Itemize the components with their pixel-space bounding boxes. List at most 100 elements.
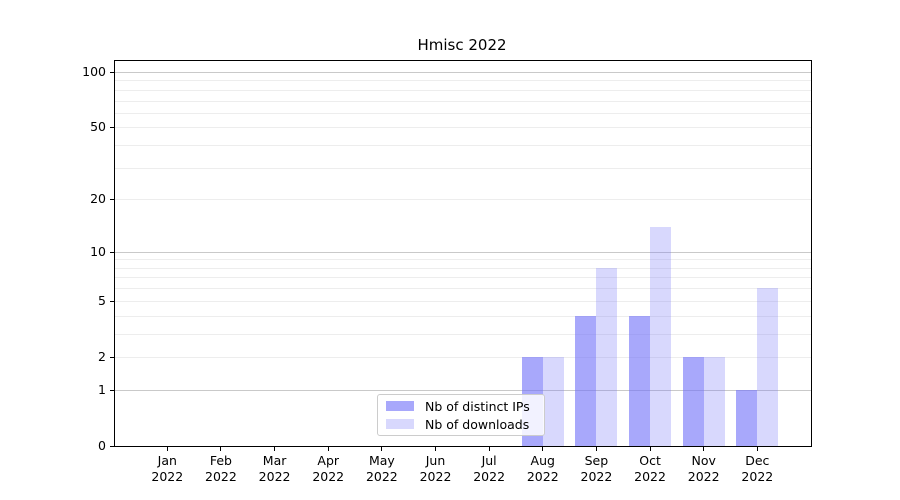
x-tick-month: Jan	[157, 453, 177, 468]
x-tick-label: May 2022	[340, 453, 424, 485]
y-tick-mark	[110, 199, 114, 201]
x-tick-mark	[649, 447, 651, 451]
bar-distinct-ips	[682, 356, 704, 446]
x-tick-year: 2022	[205, 469, 237, 484]
x-tick-mark	[435, 447, 436, 451]
y-tick-mark	[110, 251, 114, 253]
x-tick-year: 2022	[312, 469, 345, 484]
bar-downloads	[650, 226, 672, 446]
x-tick-label: Apr 2022	[286, 453, 370, 485]
bar-downloads	[596, 267, 618, 446]
gridline-minor	[115, 315, 811, 317]
gridline-minor	[115, 356, 811, 358]
legend-item-distinct-ips: Nb of distinct IPs	[386, 399, 544, 414]
gridline-minor	[115, 89, 811, 91]
gridline-major	[115, 251, 811, 253]
x-tick-mark	[220, 447, 222, 451]
x-tick-mark	[756, 447, 758, 451]
bar-distinct-ips	[736, 389, 758, 446]
x-tick-month: Mar	[262, 453, 287, 468]
x-tick-label: Jun 2022	[394, 453, 478, 485]
plot-area	[114, 60, 812, 447]
x-tick-label: Oct 2022	[608, 453, 692, 485]
bar-downloads	[542, 356, 564, 446]
gridline-major	[115, 389, 811, 391]
x-tick-mark	[703, 447, 705, 451]
x-tick-mark	[542, 447, 544, 451]
x-tick-mark	[488, 447, 490, 451]
y-tick-label: 0	[98, 438, 106, 453]
x-tick-label: Jan 2022	[125, 453, 209, 485]
y-tick-mark	[110, 389, 114, 391]
gridline-minor	[115, 300, 811, 302]
y-tick-label: 2	[98, 348, 106, 364]
x-tick-label: Sep 2022	[554, 453, 638, 485]
y-tick-mark	[110, 446, 114, 447]
x-tick-year: 2022	[741, 469, 774, 484]
legend-label-distinct-ips: Nb of distinct IPs	[425, 398, 530, 414]
x-tick-month: May	[368, 453, 395, 468]
gridline-minor	[115, 333, 811, 335]
x-tick-label: Dec 2022	[715, 453, 799, 485]
x-tick-year: 2022	[526, 469, 559, 484]
x-tick-month: Jul	[481, 453, 497, 468]
y-tick-label: 1	[98, 381, 106, 397]
x-tick-mark	[327, 447, 329, 451]
gridline-minor	[115, 167, 811, 169]
y-tick-mark	[110, 356, 114, 358]
gridline-minor	[115, 127, 811, 129]
x-tick-year: 2022	[687, 469, 720, 484]
gridline-minor	[115, 100, 811, 102]
x-tick-mark	[595, 447, 597, 451]
bar-distinct-ips	[575, 315, 597, 446]
x-tick-month: Aug	[530, 453, 555, 468]
bar-downloads	[703, 356, 725, 446]
gridline-minor	[115, 288, 811, 290]
x-tick-mark	[381, 447, 383, 451]
gridline-major	[115, 71, 811, 73]
x-tick-mark	[274, 447, 276, 451]
x-tick-year: 2022	[365, 469, 398, 484]
legend: Nb of distinct IPs Nb of downloads	[377, 394, 545, 436]
x-tick-year: 2022	[258, 469, 291, 484]
gridline-minor	[115, 267, 811, 269]
gridline-minor	[115, 112, 811, 114]
x-tick-month: Nov	[691, 453, 716, 468]
y-tick-label: 5	[98, 292, 106, 308]
legend-swatch-distinct-ips	[386, 401, 414, 411]
x-tick-label: Jul 2022	[447, 453, 531, 485]
x-tick-label: Aug 2022	[501, 453, 585, 485]
legend-label-downloads: Nb of downloads	[425, 416, 530, 432]
legend-swatch-downloads	[386, 419, 414, 429]
gridline-minor	[115, 199, 811, 201]
x-tick-label: Feb 2022	[179, 453, 263, 485]
x-tick-month: Dec	[745, 453, 770, 468]
x-tick-month: Feb	[209, 453, 232, 468]
y-tick-label: 10	[90, 243, 106, 259]
gridline-minor	[115, 259, 811, 261]
x-tick-year: 2022	[473, 469, 506, 484]
y-tick-label: 50	[90, 119, 106, 135]
y-tick-mark	[110, 127, 114, 129]
x-tick-year: 2022	[580, 469, 613, 484]
x-tick-label: Nov 2022	[662, 453, 746, 485]
x-tick-month: Jun	[425, 453, 446, 468]
x-tick-label: Mar 2022	[233, 453, 317, 485]
x-tick-month: Apr	[317, 453, 340, 468]
legend-item-downloads: Nb of downloads	[386, 417, 544, 432]
bar-distinct-ips	[629, 315, 651, 446]
gridline-minor	[115, 80, 811, 82]
x-tick-mark	[166, 447, 168, 451]
gridline-minor	[115, 145, 811, 147]
chart-title: Hmisc 2022	[417, 36, 507, 54]
x-tick-year: 2022	[151, 469, 184, 484]
y-tick-mark	[110, 300, 114, 302]
y-tick-label: 20	[90, 191, 106, 207]
x-tick-year: 2022	[419, 469, 452, 484]
y-tick-label: 100	[82, 63, 106, 79]
bar-downloads	[757, 288, 779, 446]
x-tick-month: Oct	[639, 453, 661, 468]
x-tick-year: 2022	[634, 469, 666, 484]
gridline-minor	[115, 277, 811, 279]
